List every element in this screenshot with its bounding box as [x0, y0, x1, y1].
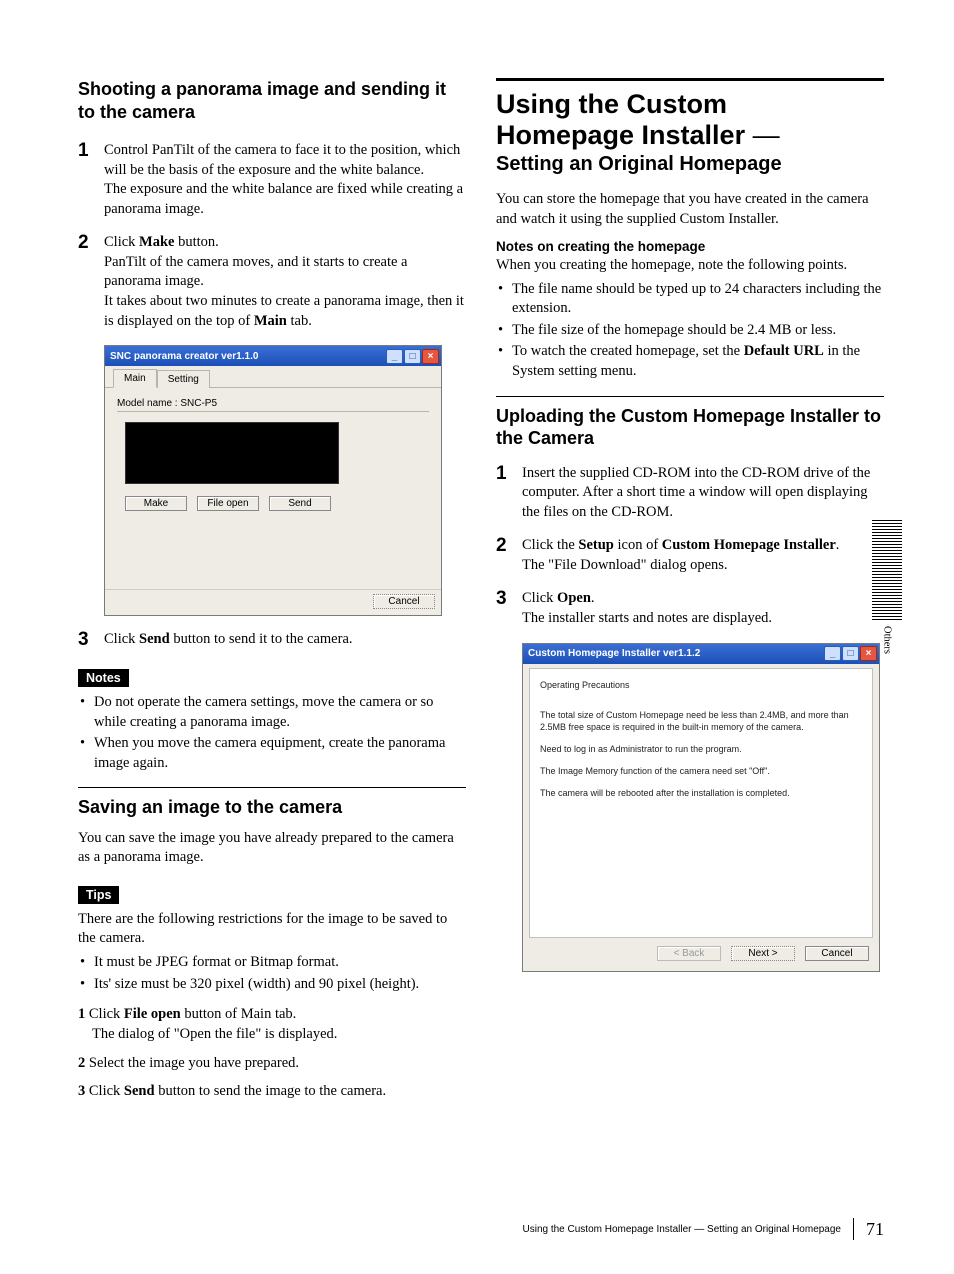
notes-label: Notes	[78, 669, 129, 687]
tips-list: It must be JPEG format or Bitmap format.…	[78, 953, 466, 994]
installer-p4: The camera will be rebooted after the in…	[540, 787, 862, 799]
side-tab: Others	[872, 520, 902, 654]
step1-text-a: Control PanTilt of the camera to face it…	[104, 141, 466, 180]
divider	[78, 787, 466, 788]
step-2: 2 Click Make button. PanTilt of the came…	[78, 233, 466, 331]
page-number: 71	[866, 1219, 884, 1240]
panorama-creator-window: SNC panorama creator ver1.1.0 _ □ × Main…	[104, 345, 442, 616]
substep-1: 1 Click File open button of Main tab.The…	[78, 1004, 466, 1045]
tips-intro: There are the following restrictions for…	[78, 910, 466, 949]
installer-p1: The total size of Custom Homepage need b…	[540, 709, 862, 733]
heading-saving: Saving an image to the camera	[78, 796, 466, 819]
saving-para: You can save the image you have already …	[78, 829, 466, 868]
file-open-button[interactable]: File open	[197, 496, 259, 511]
minimize-icon[interactable]: _	[386, 349, 403, 364]
step3-text: Click Send button to send it to the came…	[104, 630, 466, 650]
cancel-button[interactable]: Cancel	[805, 946, 869, 961]
step-num-2: 2	[78, 233, 90, 331]
note-item: The file name should be typed up to 24 c…	[498, 280, 884, 319]
u1-text: Insert the supplied CD-ROM into the CD-R…	[522, 464, 884, 523]
next-button[interactable]: Next >	[731, 946, 795, 961]
model-name: Model name : SNC-P5	[117, 398, 429, 409]
step2-text-a: Click Make button.	[104, 233, 466, 253]
maximize-icon[interactable]: □	[842, 646, 859, 661]
step1-text-b: The exposure and the white balance are f…	[104, 180, 466, 219]
heading-main: Using the Custom Homepage Installer —	[496, 89, 884, 151]
notes-list-right: The file name should be typed up to 24 c…	[496, 280, 884, 382]
heading-panorama: Shooting a panorama image and sending it…	[78, 78, 466, 123]
upload-step-1: 1 Insert the supplied CD-ROM into the CD…	[496, 464, 884, 523]
upload-step-3: 3 Click Open. The installer starts and n…	[496, 589, 884, 628]
side-stripes-icon	[872, 520, 902, 620]
page-footer: Using the Custom Homepage Installer — Se…	[523, 1218, 885, 1240]
window1-tabbar: Main Setting	[105, 366, 441, 388]
window2-title: Custom Homepage Installer ver1.1.2	[528, 648, 824, 659]
intro-para: You can store the homepage that you have…	[496, 190, 884, 229]
step-num-1: 1	[78, 141, 90, 219]
notes-para: When you creating the homepage, note the…	[496, 256, 884, 276]
preview-area	[125, 422, 339, 484]
step-1: 1 Control PanTilt of the camera to face …	[78, 141, 466, 219]
divider	[496, 396, 884, 397]
step-num-2: 2	[496, 536, 508, 575]
note-item: Do not operate the camera settings, move…	[80, 693, 466, 732]
u2-text: Click the Setup icon of Custom Homepage …	[522, 536, 884, 556]
installer-heading: Operating Precautions	[540, 679, 862, 691]
installer-body: Operating Precautions The total size of …	[529, 668, 873, 938]
step-num-1: 1	[496, 464, 508, 523]
tip-item: Its' size must be 320 pixel (width) and …	[80, 975, 466, 995]
side-label: Others	[882, 626, 893, 654]
window2-titlebar: Custom Homepage Installer ver1.1.2 _ □ ×	[523, 644, 879, 664]
close-icon[interactable]: ×	[422, 349, 439, 364]
u3-text: Click Open.	[522, 589, 884, 609]
window1-title: SNC panorama creator ver1.1.0	[110, 351, 386, 362]
step2-text-b: PanTilt of the camera moves, and it star…	[104, 253, 466, 292]
minimize-icon[interactable]: _	[824, 646, 841, 661]
u2b-text: The "File Download" dialog opens.	[522, 556, 884, 576]
tips-label: Tips	[78, 886, 119, 904]
footer-text: Using the Custom Homepage Installer — Se…	[523, 1224, 842, 1235]
maximize-icon[interactable]: □	[404, 349, 421, 364]
notes-list: Do not operate the camera settings, move…	[78, 693, 466, 773]
heading-sub: Setting an Original Homepage	[496, 153, 884, 176]
step-num-3: 3	[496, 589, 508, 628]
window1-titlebar: SNC panorama creator ver1.1.0 _ □ ×	[105, 346, 441, 366]
installer-p3: The Image Memory function of the camera …	[540, 765, 862, 777]
step-3: 3 Click Send button to send it to the ca…	[78, 630, 466, 651]
tab-main[interactable]: Main	[113, 369, 157, 388]
back-button[interactable]: < Back	[657, 946, 721, 961]
divider-thick	[496, 78, 884, 81]
tip-item: It must be JPEG format or Bitmap format.	[80, 953, 466, 973]
cancel-button[interactable]: Cancel	[373, 594, 435, 609]
substep-3: 3 Click Send button to send the image to…	[78, 1081, 466, 1101]
note-item: When you move the camera equipment, crea…	[80, 734, 466, 773]
make-button[interactable]: Make	[125, 496, 187, 511]
footer-divider	[853, 1218, 854, 1240]
step-num-3: 3	[78, 630, 90, 651]
note-item: The file size of the homepage should be …	[498, 321, 884, 341]
note-item: To watch the created homepage, set the D…	[498, 342, 884, 381]
tab-setting[interactable]: Setting	[157, 370, 210, 388]
heading-upload: Uploading the Custom Homepage Installer …	[496, 405, 884, 450]
substep-2: 2 Select the image you have prepared.	[78, 1053, 466, 1073]
send-button[interactable]: Send	[269, 496, 331, 511]
notes-heading: Notes on creating the homepage	[496, 239, 884, 254]
installer-window: Custom Homepage Installer ver1.1.2 _ □ ×…	[522, 643, 880, 972]
upload-step-2: 2 Click the Setup icon of Custom Homepag…	[496, 536, 884, 575]
u3b-text: The installer starts and notes are displ…	[522, 609, 884, 629]
step2-text-c: It takes about two minutes to create a p…	[104, 292, 466, 331]
installer-p2: Need to log in as Administrator to run t…	[540, 743, 862, 755]
